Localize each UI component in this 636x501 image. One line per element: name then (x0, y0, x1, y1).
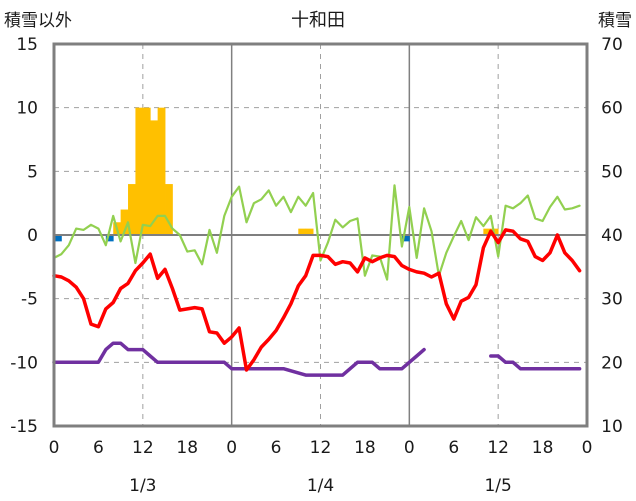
left-tick-label: 10 (16, 99, 38, 119)
date-label: 1/4 (307, 476, 334, 496)
right-tick-label: 10 (601, 417, 623, 437)
x-tick-label: 18 (354, 438, 376, 458)
snow_depth-bar (305, 228, 314, 235)
date-label: 1/5 (484, 476, 511, 496)
left-axis-ticks: 15 10 5 0 -5 -10 -15 (10, 35, 38, 437)
date-label: 1/3 (129, 476, 156, 496)
x-tick-label: 6 (93, 438, 104, 458)
left-tick-label: 0 (27, 226, 38, 246)
x-tick-label: 18 (532, 438, 554, 458)
purple_series-line (489, 354, 582, 371)
snow_depth-bar (128, 184, 136, 235)
snow_depth-bar (150, 120, 159, 235)
x-tick-label: 6 (448, 438, 459, 458)
right-tick-label: 30 (601, 290, 623, 310)
snow_depth-bar (165, 184, 173, 235)
precip-bar (54, 235, 62, 242)
snow_depth-bar (142, 107, 151, 235)
snow_depth-bar (135, 107, 144, 235)
purple_series-line (52, 341, 426, 377)
snow_depth-bar (483, 228, 492, 235)
date-labels: 1/3 1/4 1/5 (129, 476, 512, 496)
snow_depth-bar (120, 209, 129, 235)
precip-bar (401, 235, 410, 242)
right-axis-ticks: 70 60 50 40 30 20 10 (601, 35, 623, 437)
left-tick-label: -15 (10, 417, 38, 437)
series-lines (52, 184, 582, 377)
right-tick-label: 20 (601, 353, 623, 373)
snow_depth-bar (157, 107, 166, 235)
snow_depth-bar (298, 228, 307, 235)
x-tick-label: 18 (176, 438, 198, 458)
right-tick-label: 40 (601, 226, 623, 246)
left-tick-label: -5 (21, 290, 38, 310)
x-tick-label: 0 (582, 438, 593, 458)
x-tick-label: 12 (132, 438, 154, 458)
x-tick-label: 0 (49, 438, 60, 458)
x-tick-label: 0 (404, 438, 415, 458)
x-tick-label: 12 (487, 438, 509, 458)
left-tick-label: -10 (10, 353, 38, 373)
plot-frame (52, 42, 589, 428)
chart-title: 十和田 (291, 10, 345, 31)
x-tick-label: 0 (226, 438, 237, 458)
right-tick-label: 50 (601, 162, 623, 182)
x-axis-ticks: 0 6 12 18 0 6 12 18 0 6 12 18 0 (49, 438, 593, 458)
precip-bar (105, 235, 114, 242)
right-axis-label: 積雪 (598, 11, 632, 31)
left-axis-label: 積雪以外 (4, 11, 72, 31)
right-tick-label: 60 (601, 99, 623, 119)
temperature-line (52, 228, 582, 372)
green_series-line (52, 184, 581, 281)
x-tick-label: 6 (271, 438, 282, 458)
x-tick-label: 12 (310, 438, 332, 458)
left-tick-label: 15 (16, 35, 38, 55)
right-tick-label: 70 (601, 35, 623, 55)
left-tick-label: 5 (27, 162, 38, 182)
